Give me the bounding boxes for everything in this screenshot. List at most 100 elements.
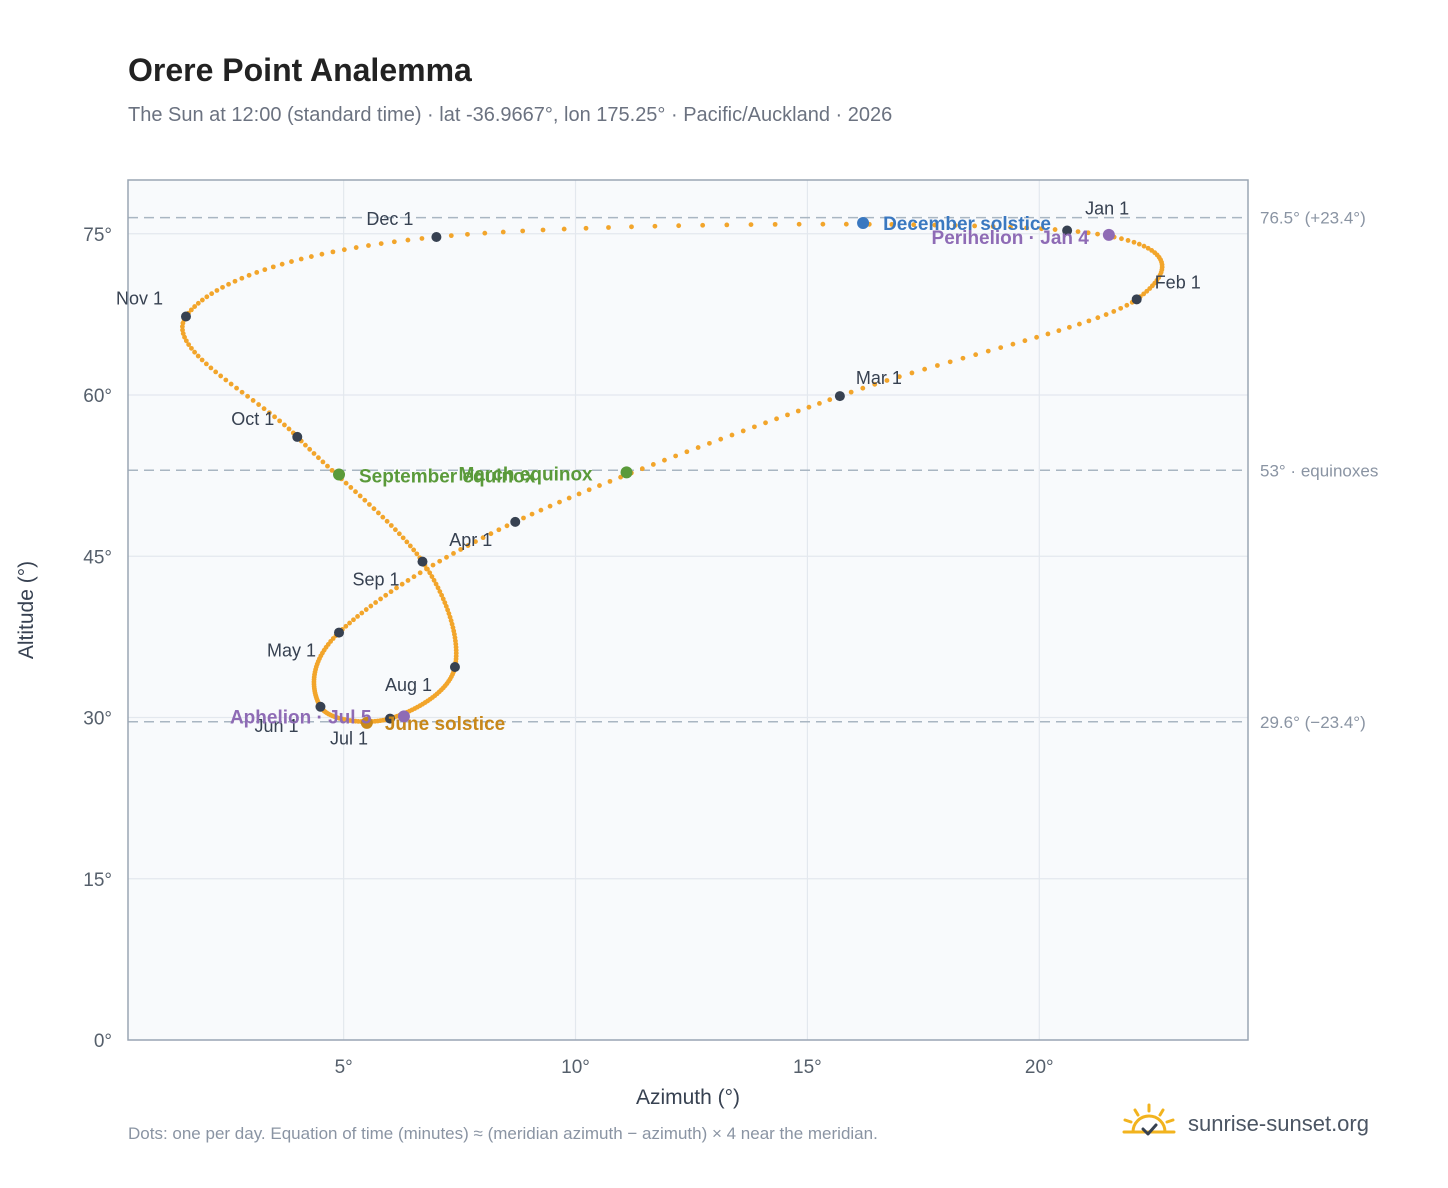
daily-dot	[435, 585, 441, 591]
event-marker	[1102, 228, 1115, 241]
daily-dot	[396, 531, 402, 537]
daily-dot	[1144, 288, 1150, 294]
daily-dot	[256, 402, 262, 407]
daily-dot	[729, 432, 735, 438]
daily-dot	[411, 574, 417, 580]
month-label: Jun 1	[254, 716, 298, 736]
daily-dot	[774, 416, 779, 422]
daily-dot	[960, 355, 966, 361]
daily-dot	[1066, 324, 1072, 330]
daily-dot	[429, 574, 435, 579]
y-tick-label: 75°	[83, 225, 112, 246]
daily-dot	[307, 446, 313, 452]
daily-dot	[400, 535, 406, 541]
daily-dot	[700, 222, 706, 228]
daily-dot	[650, 462, 656, 467]
month-marker	[449, 661, 460, 672]
month-marker	[510, 516, 521, 527]
daily-dot	[262, 267, 268, 273]
daily-dot	[414, 551, 420, 557]
daily-dot	[446, 611, 452, 616]
daily-dot	[347, 620, 352, 626]
daily-dot	[1125, 238, 1131, 243]
daily-dot	[362, 497, 368, 503]
month-marker	[1131, 294, 1142, 305]
daily-dot	[311, 451, 317, 456]
daily-dot	[183, 338, 189, 344]
daily-dot	[320, 459, 326, 465]
daily-dot	[843, 221, 849, 227]
daily-dot	[188, 307, 194, 313]
daily-dot	[439, 592, 445, 598]
daily-dot	[820, 221, 826, 227]
y-tick-label: 30°	[83, 709, 112, 730]
daily-dot	[1119, 236, 1124, 242]
daily-dot	[376, 510, 381, 516]
daily-dot	[351, 617, 356, 623]
sun-icon	[1120, 1102, 1178, 1147]
daily-dot	[182, 334, 187, 340]
daily-dot	[872, 381, 878, 387]
event-marker	[333, 468, 346, 481]
daily-dot	[378, 596, 383, 602]
daily-dot	[363, 607, 369, 612]
month-marker	[1062, 225, 1073, 236]
month-label: Apr 1	[449, 530, 492, 550]
daily-dot	[1124, 302, 1130, 308]
x-axis-label: Azimuth (°)	[636, 1086, 740, 1109]
daily-dot	[186, 342, 192, 347]
daily-dot	[407, 543, 413, 549]
daily-dot	[359, 610, 365, 616]
daily-dot	[827, 397, 833, 403]
daily-dot	[652, 223, 658, 229]
daily-dot	[1010, 341, 1016, 347]
axes: 5° 10° 15° 20° 0° 15° 30° 45° 60° 75° Azimuth (°) A…	[15, 225, 1054, 1109]
y-tick-label: 15°	[83, 870, 112, 891]
month-label: May 1	[267, 641, 316, 661]
daily-dot	[437, 558, 443, 564]
daily-dot	[195, 300, 201, 306]
daily-dot	[1095, 315, 1101, 321]
daily-dot	[932, 222, 938, 228]
daily-dot	[419, 236, 425, 241]
daily-dot	[440, 596, 446, 602]
daily-dot	[433, 581, 439, 587]
daily-dot	[488, 531, 494, 537]
daily-dot	[586, 487, 592, 493]
daily-dot	[1118, 305, 1124, 311]
daily-dot	[889, 222, 895, 227]
daily-dot	[1103, 312, 1109, 317]
month-label: Nov 1	[116, 289, 163, 309]
daily-dot	[343, 623, 349, 629]
reference-line-label: 29.6° (−23.4°)	[1260, 713, 1366, 732]
daily-dot	[384, 518, 390, 524]
daily-dot	[245, 393, 250, 399]
daily-dot	[448, 233, 454, 239]
month-label: Mar 1	[856, 368, 902, 388]
footnote: Dots: one per day. Equation of time (min…	[128, 1124, 878, 1143]
y-tick-label: 45°	[83, 547, 112, 568]
event-label: June solstice	[385, 714, 505, 735]
daily-dot	[424, 566, 430, 572]
daily-dot	[199, 357, 205, 363]
daily-dot	[209, 291, 215, 297]
daily-dot	[985, 348, 991, 354]
daily-dot	[884, 378, 890, 383]
daily-dot	[270, 264, 276, 270]
brand[interactable]: sunrise-sunset.org	[1120, 1102, 1369, 1146]
plot-background	[128, 180, 1248, 1040]
daily-dot	[266, 410, 272, 416]
event-marker	[857, 217, 870, 229]
daily-dot	[576, 491, 582, 497]
daily-dot	[444, 554, 449, 560]
daily-dot	[1136, 241, 1142, 247]
daily-dot	[707, 440, 712, 446]
daily-dot	[228, 381, 234, 387]
daily-dot	[529, 511, 535, 517]
daily-dot	[373, 600, 379, 605]
daily-dot	[353, 245, 359, 250]
daily-dot	[473, 539, 478, 544]
daily-dot	[1085, 230, 1091, 236]
daily-dot	[718, 436, 724, 442]
